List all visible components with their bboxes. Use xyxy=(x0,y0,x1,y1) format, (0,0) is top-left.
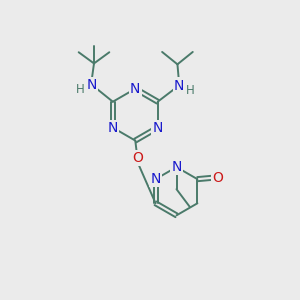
Text: O: O xyxy=(132,151,143,165)
Text: H: H xyxy=(186,84,194,97)
Text: N: N xyxy=(150,172,161,186)
Text: N: N xyxy=(171,160,182,174)
Text: H: H xyxy=(76,83,85,96)
Text: N: N xyxy=(130,82,140,96)
Text: N: N xyxy=(174,79,184,92)
Text: O: O xyxy=(213,171,224,185)
Text: N: N xyxy=(86,78,97,92)
Text: N: N xyxy=(152,121,163,135)
Text: N: N xyxy=(108,121,118,135)
